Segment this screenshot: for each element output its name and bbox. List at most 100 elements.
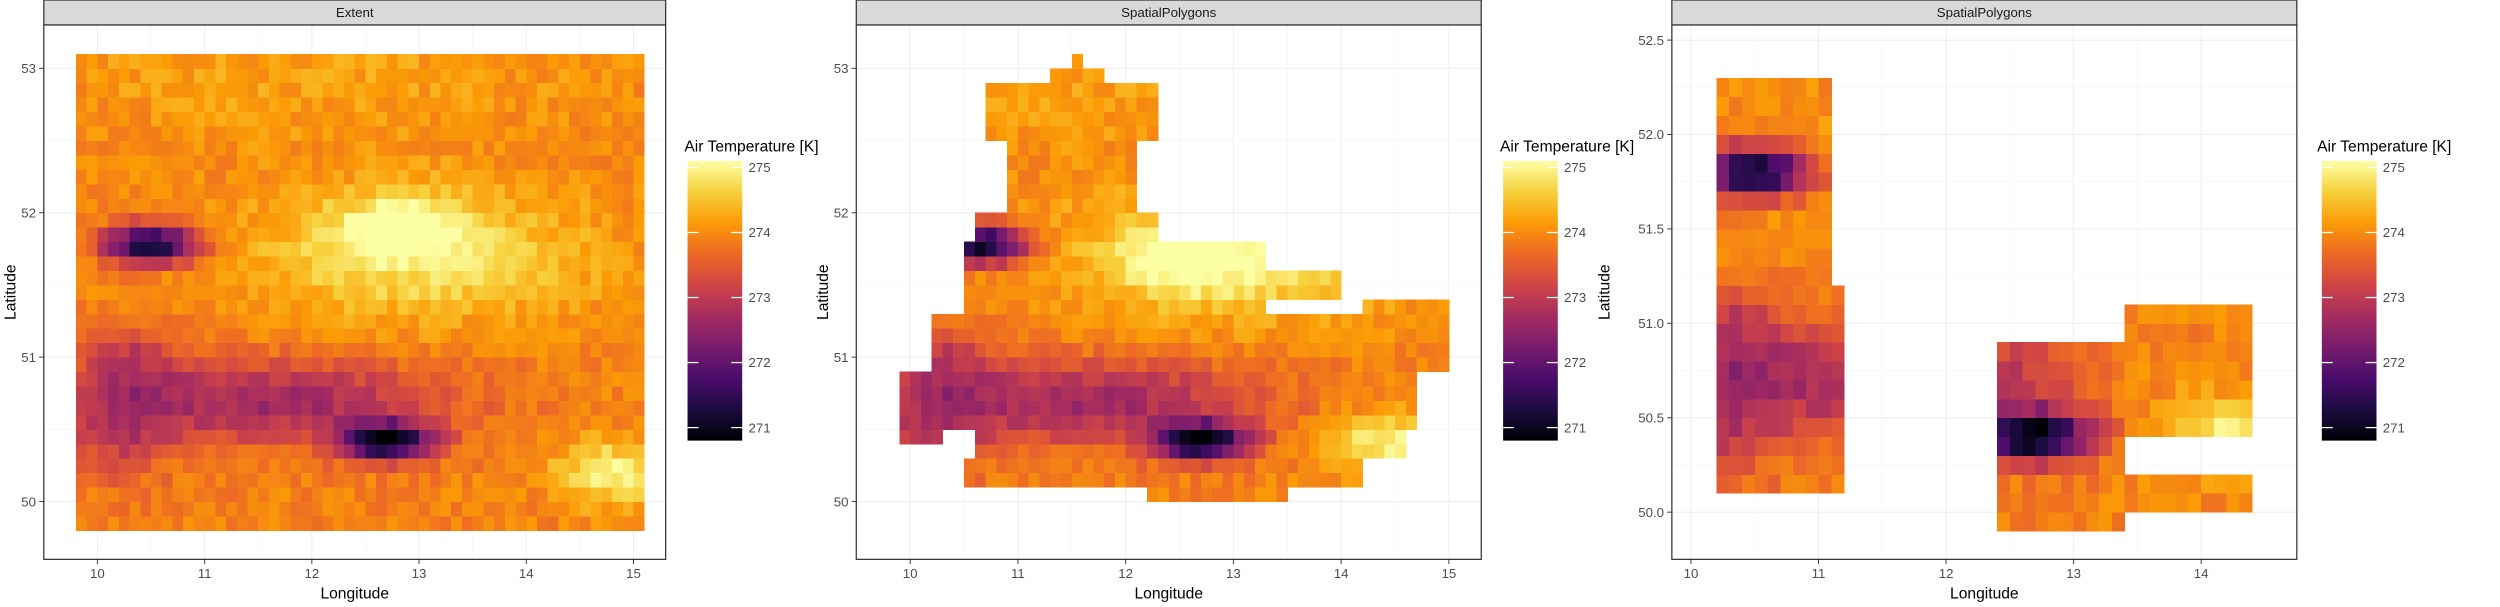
raster-cell [1330,342,1342,358]
raster-cell [2162,323,2177,343]
raster-cell [547,313,559,329]
raster-cell [1729,285,1743,305]
raster-cell [569,68,581,84]
raster-cell [1082,270,1094,286]
raster-cell [504,270,517,286]
raster-cell [247,169,259,185]
raster-cell [161,82,173,98]
raster-cell [526,299,538,315]
raster-cell [311,299,324,315]
raster-cell [612,328,624,344]
raster-cell [504,357,517,373]
raster-cell [290,472,302,488]
raster-cell [985,241,997,257]
raster-cell [1147,400,1159,416]
raster-cell [1071,126,1084,141]
raster-cell [1125,126,1137,141]
raster-cell [1395,429,1407,445]
raster-cell [504,342,517,358]
raster-cell [140,386,152,401]
raster-cell [1287,270,1299,286]
raster-cell [537,472,549,488]
raster-cell [365,299,377,315]
raster-cell [151,241,163,257]
raster-cell [193,342,206,358]
raster-cell [2099,417,2113,438]
raster-cell [376,97,388,113]
raster-cell [247,154,259,170]
raster-cell [1211,328,1224,344]
raster-cell [1125,342,1137,358]
raster-cell [996,458,1008,474]
raster-cell [974,386,987,401]
raster-cell [86,443,98,459]
raster-cell [419,241,431,257]
raster-cell [515,501,527,517]
raster-cell [1729,191,1743,211]
raster-cell [472,111,484,127]
raster-cell [494,256,506,271]
raster-cell [1793,77,1807,98]
raster-cell [215,140,227,156]
raster-cell [472,212,484,228]
raster-cell [494,400,506,416]
raster-cell [215,386,227,401]
raster-cell [258,429,270,445]
raster-cell [1104,140,1116,156]
raster-cell [1254,357,1267,373]
raster-cell [1028,126,1040,141]
raster-cell [579,414,592,430]
raster-cell [365,371,377,387]
raster-cell [515,53,527,69]
raster-cell [579,299,592,315]
raster-cell [322,357,334,373]
raster-cell [1157,414,1170,430]
raster-cell [108,458,120,474]
raster-cell [569,472,581,488]
raster-cell [494,443,506,459]
raster-cell [1416,299,1428,315]
raster-cell [601,400,613,416]
raster-cell [236,169,248,185]
raster-cell [1007,198,1019,214]
raster-cell [1190,270,1202,286]
raster-cell [311,342,324,358]
facet-strip [855,0,1482,26]
raster-cell [1017,154,1030,170]
raster-cell [569,342,581,358]
raster-cell [268,227,281,243]
x-axis-title: Longitude [1134,585,1203,602]
raster-cell [1125,357,1137,373]
raster-cell [268,342,281,358]
raster-cell [333,140,345,156]
raster-cell [204,313,216,329]
raster-cell [1190,458,1202,474]
raster-cell [1351,400,1364,416]
raster-cell [408,501,420,517]
raster-cell [1147,97,1159,113]
raster-cell [440,183,452,199]
raster-cell [354,472,366,488]
raster-cell [1341,328,1353,344]
legend-title: Air Temperature [K] [684,139,818,156]
raster-cell [247,414,259,430]
raster-cell [1050,212,1062,228]
raster-cell [1729,398,1743,419]
raster-cell [483,284,495,300]
raster-cell [1997,417,2011,438]
legend-tick-label: 275 [748,160,770,175]
raster-cell [537,458,549,474]
raster-cell [1028,111,1040,127]
raster-cell [344,53,356,69]
raster-cell [1125,299,1137,315]
raster-cell [376,487,388,503]
raster-cell [1793,134,1807,154]
raster-cell [1028,443,1040,459]
raster-cell [526,313,538,329]
raster-cell [311,256,324,271]
raster-cell [397,487,409,503]
raster-cell [1818,417,1832,438]
raster-cell [311,357,324,373]
raster-cell [204,53,216,69]
raster-cell [547,183,559,199]
